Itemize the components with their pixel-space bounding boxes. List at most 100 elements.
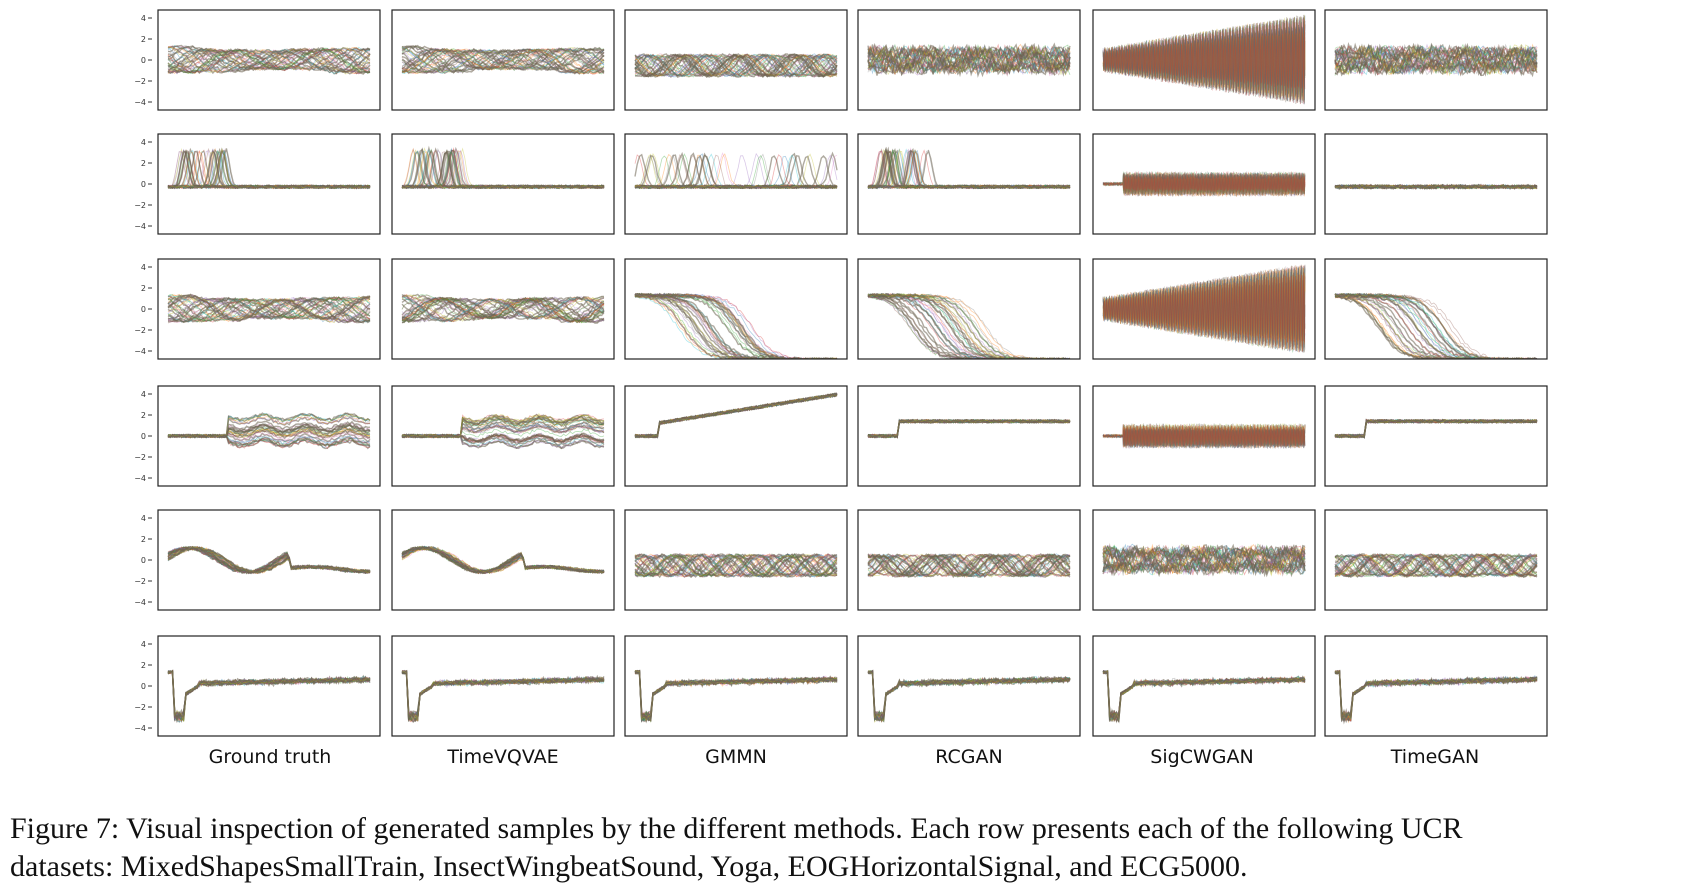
sample-trace xyxy=(867,43,1071,75)
sample-trace xyxy=(634,294,833,359)
column-label-ground-truth: Ground truth xyxy=(208,746,332,768)
panel-r6-c5 xyxy=(1092,635,1316,737)
sample-trace xyxy=(634,296,837,359)
sample-trace xyxy=(634,553,838,579)
sample-traces xyxy=(401,44,605,75)
y-tick-label: 0 xyxy=(141,305,146,314)
panel-frame xyxy=(157,509,381,611)
panel-frame xyxy=(624,258,848,360)
sample-trace xyxy=(634,553,838,578)
panel-r1-c3 xyxy=(624,9,848,111)
sample-traces xyxy=(634,52,838,79)
sample-trace xyxy=(634,293,838,359)
column-label-timegan: TimeGAN xyxy=(1390,746,1480,768)
sample-traces xyxy=(1334,42,1538,78)
sample-traces xyxy=(867,418,1071,439)
sample-trace xyxy=(167,423,371,439)
sample-traces xyxy=(1334,669,1538,725)
sample-traces xyxy=(1102,14,1306,105)
panel-r3-c3 xyxy=(624,258,848,360)
sample-trace xyxy=(634,53,838,78)
sample-trace xyxy=(1334,43,1538,75)
panel-r6-c4 xyxy=(857,635,1081,737)
panel-r2-c5 xyxy=(1092,133,1316,235)
panel-r2-c3 xyxy=(624,133,848,235)
sample-trace xyxy=(401,670,605,723)
sample-trace xyxy=(867,553,1071,578)
sample-trace xyxy=(167,297,371,323)
panel-r1-c1 xyxy=(157,9,381,111)
sample-trace xyxy=(167,296,371,323)
sample-trace xyxy=(1102,20,1306,105)
y-tick-label: 4 xyxy=(141,14,146,23)
figure-caption: Figure 7: Visual inspection of generated… xyxy=(10,810,1680,886)
panel-r3-c1 xyxy=(157,258,381,360)
sample-trace xyxy=(634,54,838,78)
sample-trace xyxy=(867,43,1071,75)
y-tick-label: 4 xyxy=(141,138,146,147)
panel-frame xyxy=(1324,258,1548,360)
y-tick-label: 2 xyxy=(141,159,146,168)
sample-traces xyxy=(634,392,838,439)
sample-trace xyxy=(1102,544,1306,576)
sample-trace xyxy=(634,53,838,78)
sample-trace xyxy=(167,547,371,574)
sample-traces xyxy=(1102,669,1306,724)
sample-trace xyxy=(1334,293,1538,359)
column-label-timevqvae: TimeVQVAE xyxy=(447,746,559,768)
sample-trace xyxy=(167,46,371,75)
sample-trace xyxy=(167,670,371,721)
sample-trace xyxy=(167,45,371,74)
sample-trace xyxy=(635,294,838,359)
y-tick-label: 0 xyxy=(141,556,146,565)
panel-frame xyxy=(624,133,848,235)
y-tick-label: −2 xyxy=(134,703,146,712)
panel-r4-c2 xyxy=(391,385,615,487)
sample-traces xyxy=(634,553,838,579)
y-axis-row-1: 4 2 0 −2 −4 xyxy=(134,14,152,107)
sample-trace xyxy=(1102,15,1306,105)
sample-traces xyxy=(1334,552,1538,579)
sample-trace xyxy=(867,670,1071,722)
sample-trace xyxy=(1334,43,1538,77)
sample-trace xyxy=(401,296,605,323)
sample-trace xyxy=(867,294,1066,359)
sample-trace xyxy=(401,546,605,574)
sample-trace xyxy=(401,47,605,74)
y-tick-label: −4 xyxy=(134,222,146,231)
sample-trace xyxy=(1102,544,1306,576)
sample-trace xyxy=(1335,669,1538,720)
panel-frame xyxy=(157,258,381,360)
sample-trace xyxy=(634,554,838,578)
panel-frame xyxy=(624,9,848,111)
sample-trace xyxy=(867,553,1071,578)
panel-r5-c6 xyxy=(1324,509,1548,611)
panel-frame xyxy=(857,9,1081,111)
sample-trace xyxy=(867,293,1070,359)
sample-trace xyxy=(401,44,605,74)
sample-trace xyxy=(401,670,605,717)
sample-trace xyxy=(867,45,1071,76)
caption-line-1: Figure 7: Visual inspection of generated… xyxy=(10,812,1463,845)
sample-trace xyxy=(401,416,605,439)
sample-traces xyxy=(1334,183,1538,191)
sample-trace xyxy=(167,48,371,74)
sample-traces xyxy=(634,292,838,359)
sample-trace xyxy=(401,46,605,74)
panel-frame xyxy=(857,385,1081,487)
sample-trace xyxy=(634,671,838,723)
sample-trace xyxy=(401,295,605,323)
sample-trace xyxy=(401,670,605,717)
sample-trace xyxy=(1334,45,1538,74)
sample-trace xyxy=(867,293,1070,359)
y-tick-label: 0 xyxy=(141,432,146,441)
sample-trace xyxy=(1102,544,1306,576)
sample-trace xyxy=(634,394,838,438)
sample-trace xyxy=(1102,424,1306,447)
panel-r2-c4 xyxy=(857,133,1081,235)
sample-trace xyxy=(167,433,371,447)
panel-frame xyxy=(391,635,615,737)
sample-trace xyxy=(1102,265,1306,350)
sample-trace xyxy=(1102,543,1306,577)
sample-trace xyxy=(1334,670,1538,723)
